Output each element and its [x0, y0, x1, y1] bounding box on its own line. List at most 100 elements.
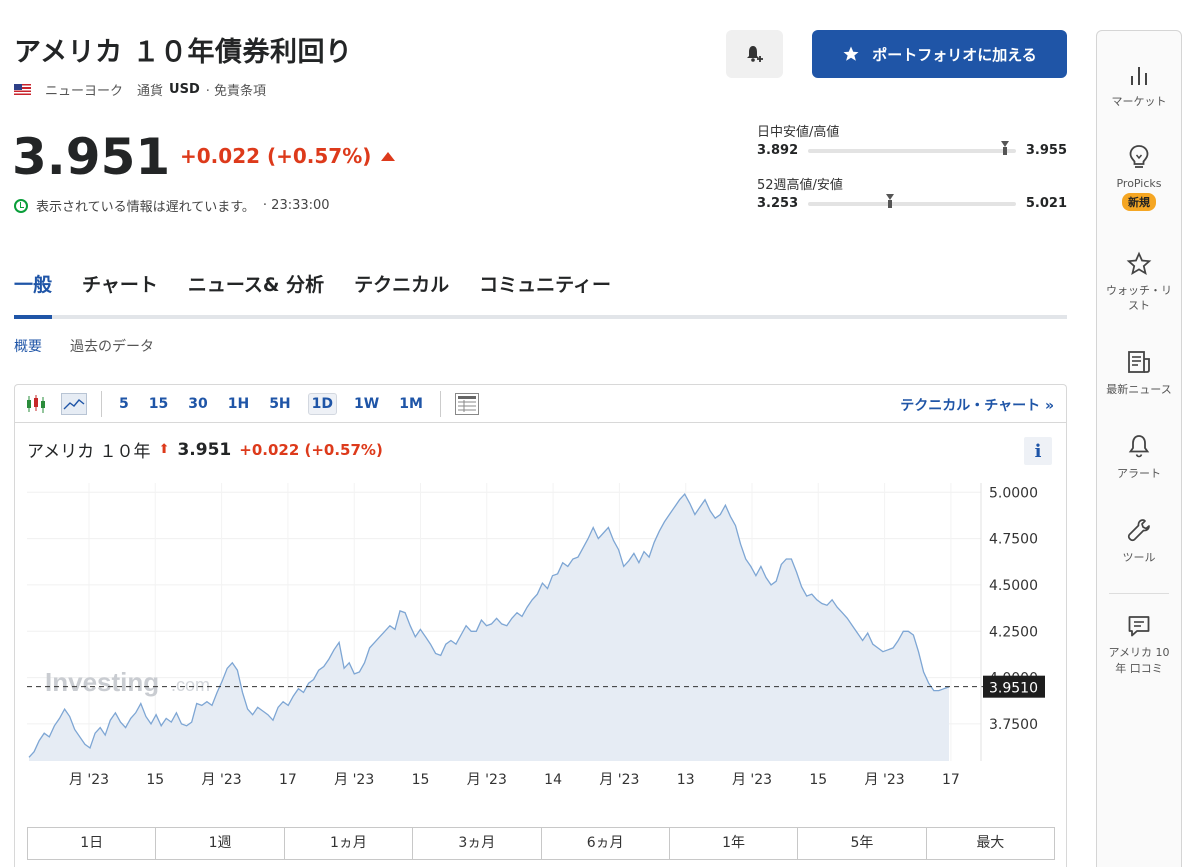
week52-range-label: 52週高値/安値 — [757, 178, 843, 193]
x-tick-label: 15 — [412, 772, 430, 788]
interval-5[interactable]: 5 — [119, 395, 129, 412]
week52-range-marker — [886, 193, 895, 200]
x-tick-label: 15 — [809, 772, 827, 788]
sidebar-label-watchlist: ウォッチ・リスト — [1106, 284, 1172, 312]
interval-1m[interactable]: 1M — [399, 395, 423, 412]
x-tick-label: 月 '23 — [599, 772, 639, 788]
page-title: アメリカ １０年債券利回り — [14, 37, 353, 68]
tab-community[interactable]: コミュニティー — [479, 274, 611, 296]
x-tick-label: 月 '23 — [202, 772, 242, 788]
tab-news-analysis[interactable]: ニュース& 分析 — [187, 274, 325, 296]
sidebar-label-markets: マーケット — [1111, 95, 1167, 108]
up-arrow-icon: ⬆ — [158, 442, 170, 457]
sidebar-divider — [1109, 593, 1169, 594]
sidebar-label-tools: ツール — [1122, 551, 1156, 564]
delay-text: 表示されている情報は遅れています。 — [36, 200, 255, 215]
table-icon[interactable] — [454, 392, 479, 415]
exchange-label: ニューヨーク — [45, 84, 124, 99]
clock-icon — [14, 198, 28, 213]
day-range-bar — [808, 140, 1016, 155]
star-icon — [843, 46, 859, 61]
disclaimer-link[interactable]: · 免責条項 — [205, 84, 267, 99]
instrument-meta: ニューヨーク 通貨 USD · 免責条項 — [14, 80, 266, 99]
period-button[interactable]: 6ヵ月 — [542, 828, 670, 859]
day-range-marker — [1001, 140, 1010, 147]
add-alert-button[interactable] — [726, 30, 783, 78]
comment-icon — [1128, 616, 1150, 637]
interval-1w[interactable]: 1W — [354, 395, 380, 412]
tab-chart[interactable]: チャート — [82, 274, 158, 296]
sidebar-item-tools[interactable]: ツール — [1097, 517, 1181, 565]
period-button[interactable]: 3ヵ月 — [413, 828, 542, 859]
currency-label: 通貨 — [137, 84, 164, 99]
chart-panel: 5 15 30 1H 5H 1D 1W 1M テクニカル・チャート » アメリカ… — [14, 384, 1067, 867]
y-tick-label: 3.7500 — [989, 717, 1038, 733]
day-low: 3.892 — [757, 143, 799, 158]
delay-notice: 表示されている情報は遅れています。 · 23:33:00 — [14, 196, 330, 215]
y-tick-label: 5.0000 — [989, 485, 1038, 501]
watermark-logo: Investing — [45, 667, 159, 697]
subtab-overview[interactable]: 概要 — [14, 339, 42, 355]
last-update-time: · 23:33:00 — [262, 198, 330, 213]
chart-toolbar: 5 15 30 1H 5H 1D 1W 1M テクニカル・チャート » — [15, 385, 1066, 423]
area-chart-icon[interactable] — [61, 392, 87, 415]
add-to-portfolio-button[interactable]: ポートフォリオに加える — [812, 30, 1067, 78]
x-tick-label: 17 — [942, 772, 960, 788]
week52-range: 3.253 5.021 — [757, 193, 1067, 211]
interval-30[interactable]: 30 — [188, 395, 208, 412]
x-tick-label: 月 '23 — [467, 772, 507, 788]
interval-1d[interactable]: 1D — [307, 392, 338, 415]
price-line — [28, 492, 950, 758]
period-button[interactable]: 1日 — [28, 828, 157, 859]
bell-icon — [1128, 435, 1150, 458]
watermark-logo-suffix: .com — [171, 675, 210, 695]
period-button[interactable]: 最大 — [976, 835, 1005, 851]
sidebar-item-news[interactable]: 最新ニュース — [1097, 349, 1181, 397]
period-selector: 1日 1週 1ヵ月 3ヵ月 6ヵ月 1年 5年 最大 — [27, 827, 1055, 860]
candlestick-icon[interactable] — [25, 394, 47, 414]
last-price: 3.951 — [12, 128, 171, 186]
price-change-value: +0.022 (+0.57%) — [180, 144, 372, 168]
sidebar-item-propicks[interactable]: ProPicks 新規 — [1097, 143, 1181, 211]
sidebar-item-alerts[interactable]: アラート — [1097, 433, 1181, 481]
tab-technical[interactable]: テクニカル — [354, 274, 450, 296]
y-tick-label: 4.7500 — [989, 532, 1038, 548]
period-button[interactable]: 1年 — [670, 828, 799, 859]
chart-instrument-name: アメリカ １０年 — [27, 442, 151, 462]
y-tick-label: 4.2500 — [989, 624, 1038, 640]
x-tick-label: 17 — [279, 772, 297, 788]
x-tick-label: 月 '23 — [732, 772, 772, 788]
info-icon[interactable]: i — [1024, 437, 1052, 465]
day-range-label: 日中安値/高値 — [757, 125, 840, 140]
technical-chart-link[interactable]: テクニカル・チャート » — [900, 398, 1054, 414]
main-tabs: 一般 チャート ニュース& 分析 テクニカル コミュニティー — [14, 270, 611, 297]
x-tick-label: 月 '23 — [69, 772, 109, 788]
period-button[interactable]: 5年 — [798, 828, 927, 859]
week52-range-bar — [808, 193, 1016, 208]
add-to-portfolio-label: ポートフォリオに加える — [872, 45, 1037, 64]
interval-5h[interactable]: 5H — [269, 395, 291, 412]
y-tick-label: 4.5000 — [989, 578, 1038, 594]
x-tick-label: 月 '23 — [865, 772, 905, 788]
currency-value: USD — [169, 82, 200, 97]
sidebar-item-watchlist[interactable]: ウォッチ・リスト — [1097, 251, 1181, 313]
chart-price: 3.951 — [177, 439, 232, 460]
right-sidebar: マーケット ProPicks 新規 ウォッチ・リスト 最新ニュース アラート — [1096, 30, 1182, 867]
chart-change: +0.022 (+0.57%) — [239, 440, 383, 459]
period-button[interactable]: 1週 — [156, 828, 285, 859]
period-button[interactable]: 1ヵ月 — [285, 828, 414, 859]
current-price-box — [983, 675, 1045, 698]
week52-low: 3.253 — [757, 196, 799, 211]
interval-15[interactable]: 15 — [148, 395, 169, 412]
tab-general[interactable]: 一般 — [14, 274, 53, 296]
interval-1h[interactable]: 1H — [227, 395, 250, 412]
week52-range-tick — [888, 199, 893, 208]
price-chart[interactable]: Investing.com5.00004.75004.50004.25004.0… — [15, 475, 1066, 795]
sidebar-item-comments[interactable]: アメリカ 10年 口コミ — [1097, 613, 1181, 677]
day-high: 3.955 — [1025, 143, 1067, 158]
x-tick-label: 15 — [146, 772, 164, 788]
subtab-historical-data[interactable]: 過去のデータ — [70, 339, 154, 355]
new-badge: 新規 — [1122, 193, 1156, 211]
sidebar-item-markets[interactable]: マーケット — [1097, 63, 1181, 109]
up-arrow-icon — [381, 151, 396, 161]
